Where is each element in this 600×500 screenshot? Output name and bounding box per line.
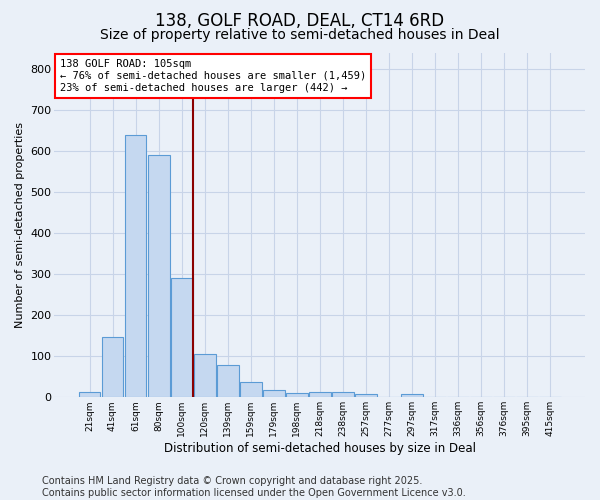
Bar	[309, 392, 331, 398]
Bar	[79, 392, 100, 398]
Bar	[194, 354, 215, 398]
Text: Contains HM Land Registry data © Crown copyright and database right 2025.
Contai: Contains HM Land Registry data © Crown c…	[42, 476, 466, 498]
Bar	[263, 390, 284, 398]
X-axis label: Distribution of semi-detached houses by size in Deal: Distribution of semi-detached houses by …	[164, 442, 476, 455]
Bar	[217, 366, 239, 398]
Y-axis label: Number of semi-detached properties: Number of semi-detached properties	[15, 122, 25, 328]
Bar	[101, 336, 124, 398]
Bar	[125, 136, 146, 398]
Bar	[240, 382, 262, 398]
Text: 138, GOLF ROAD, DEAL, CT14 6RD: 138, GOLF ROAD, DEAL, CT14 6RD	[155, 12, 445, 30]
Bar	[401, 394, 423, 398]
Bar	[286, 393, 308, 398]
Text: 138 GOLF ROAD: 105sqm
← 76% of semi-detached houses are smaller (1,459)
23% of s: 138 GOLF ROAD: 105sqm ← 76% of semi-deta…	[60, 60, 366, 92]
Bar	[332, 392, 353, 398]
Bar	[170, 278, 193, 398]
Bar	[148, 155, 170, 398]
Bar	[355, 394, 377, 398]
Text: Size of property relative to semi-detached houses in Deal: Size of property relative to semi-detach…	[100, 28, 500, 42]
